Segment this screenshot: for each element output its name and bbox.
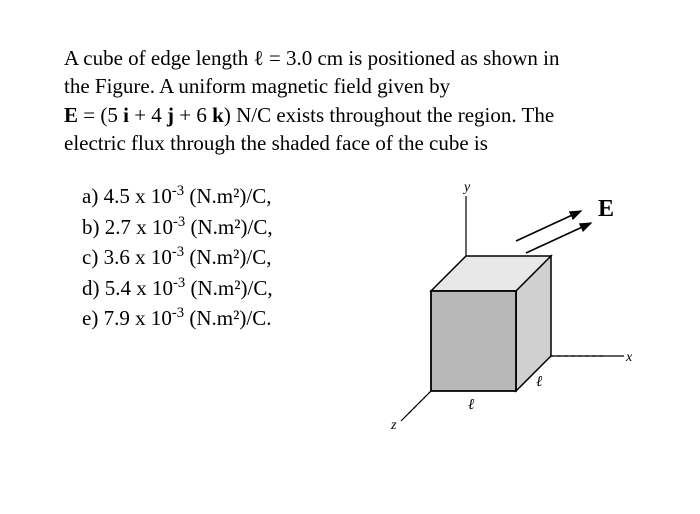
eq4: ) N/C exists throughout the region. The — [224, 103, 554, 127]
content-row: a) 4.5 x 10-3 (N.m²)/C, b) 2.7 x 10-3 (N… — [64, 181, 636, 431]
problem-statement: A cube of edge length ℓ = 3.0 cm is posi… — [64, 44, 636, 157]
eq1: = (5 — [78, 103, 123, 127]
option-e: e) 7.9 x 10-3 (N.m²)/C. — [82, 303, 273, 333]
text-line1a: A cube of edge length ℓ = — [64, 46, 286, 70]
svg-text:x: x — [625, 350, 633, 365]
cube-diagram: y x z ℓ ℓ — [376, 181, 636, 431]
option-a: a) 4.5 x 10-3 (N.m²)/C, — [82, 181, 273, 211]
text-line4: electric flux through the shaded face of… — [64, 131, 488, 155]
edge-length: 3.0 cm — [286, 46, 343, 70]
option-b: b) 2.7 x 10-3 (N.m²)/C, — [82, 212, 273, 242]
figure-container: y x z ℓ ℓ — [376, 181, 636, 431]
svg-text:ℓ: ℓ — [536, 374, 542, 390]
svg-text:y: y — [462, 181, 471, 195]
svg-text:ℓ: ℓ — [468, 397, 474, 413]
option-d: d) 5.4 x 10-3 (N.m²)/C, — [82, 273, 273, 303]
text-line2: the Figure. A uniform magnetic field giv… — [64, 74, 450, 98]
svg-text:E: E — [598, 196, 614, 222]
unit-j: j — [167, 103, 174, 127]
vector-E: E — [64, 103, 78, 127]
svg-text:z: z — [390, 418, 397, 431]
eq3: + 6 — [174, 103, 212, 127]
text-line1b: is positioned as shown in — [343, 46, 559, 70]
answer-options: a) 4.5 x 10-3 (N.m²)/C, b) 2.7 x 10-3 (N… — [64, 181, 273, 333]
option-c: c) 3.6 x 10-3 (N.m²)/C, — [82, 242, 273, 272]
unit-k: k — [212, 103, 224, 127]
eq2: + 4 — [129, 103, 167, 127]
